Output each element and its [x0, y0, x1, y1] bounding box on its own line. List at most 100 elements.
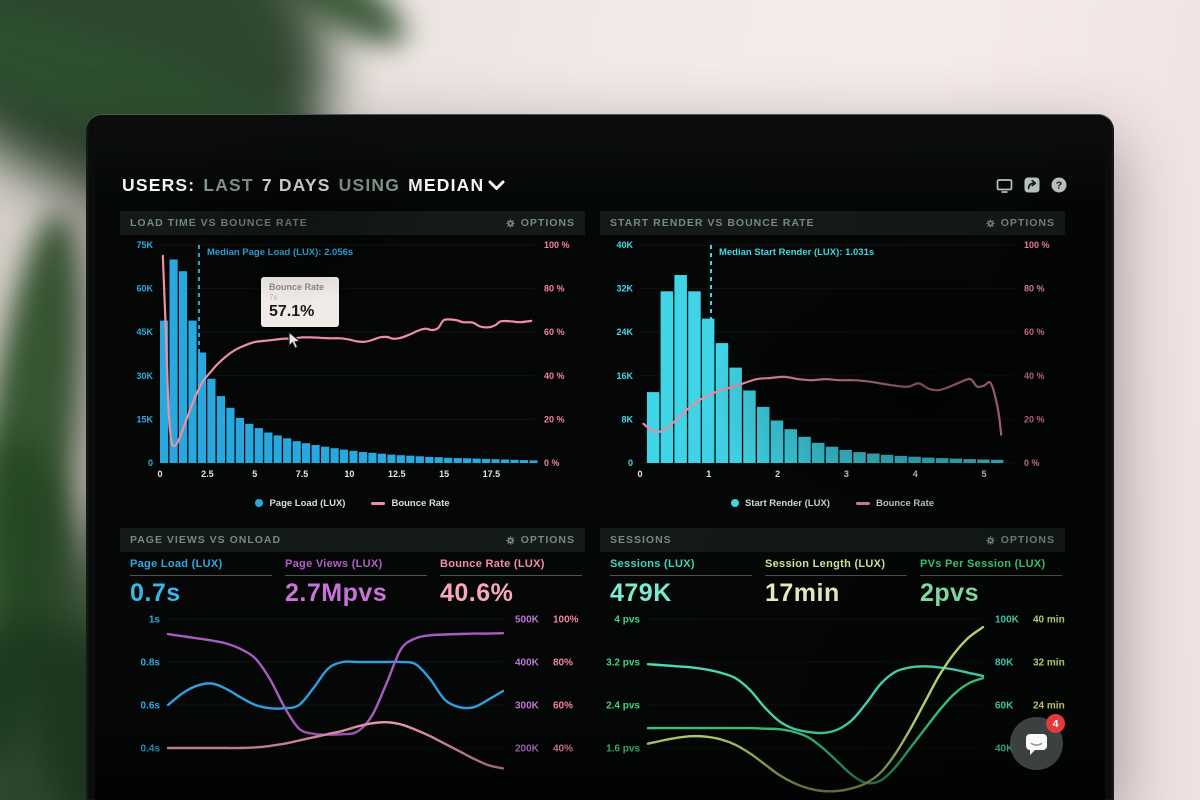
histogram-bar[interactable]	[311, 445, 320, 463]
y2-axis-tick: 100 %	[544, 240, 570, 250]
chevron-down-icon[interactable]	[488, 180, 505, 191]
histogram-bar[interactable]	[977, 459, 990, 464]
y-axis-tick: 40K	[616, 240, 633, 250]
histogram-bar[interactable]	[867, 453, 880, 464]
histogram-bar[interactable]	[894, 455, 908, 463]
histogram-bar[interactable]	[853, 452, 866, 463]
metric-value: 40.6%	[440, 579, 514, 607]
histogram-bar[interactable]	[922, 457, 935, 463]
histogram-bar[interactable]	[235, 417, 244, 463]
histogram-bar[interactable]	[368, 452, 377, 463]
histogram-bar[interactable]	[463, 458, 472, 463]
metric-value: 479K	[610, 579, 672, 607]
options-button[interactable]: OPTIONS	[505, 217, 575, 229]
y2-axis-tick: 100K	[995, 615, 1020, 626]
histogram-bar[interactable]	[770, 420, 784, 464]
histogram-bar[interactable]	[757, 406, 770, 463]
y3-axis-tick: 32 min	[1033, 658, 1065, 669]
histogram-bar[interactable]	[491, 459, 500, 463]
histogram-bar[interactable]	[387, 454, 396, 463]
histogram-bar[interactable]	[729, 367, 742, 463]
histogram-bar[interactable]	[377, 453, 386, 463]
histogram-bar[interactable]	[990, 459, 1004, 463]
histogram-bar[interactable]	[798, 436, 811, 463]
options-button[interactable]: OPTIONS	[505, 534, 575, 546]
histogram-bar[interactable]	[510, 459, 519, 463]
histogram-bar[interactable]	[207, 378, 216, 463]
share-icon[interactable]	[1024, 177, 1040, 193]
options-button[interactable]: OPTIONS	[985, 217, 1055, 229]
histogram-bar[interactable]	[453, 458, 462, 463]
options-button[interactable]: OPTIONS	[985, 534, 1055, 546]
histogram-bar[interactable]	[688, 291, 701, 463]
x-axis-tick: 7.5	[296, 469, 309, 479]
metrics-row: Page Load (LUX) 0.7s Page Views (LUX) 2.7Mp…	[120, 552, 585, 609]
histogram-bar[interactable]	[472, 458, 481, 463]
y-axis-tick: 0	[148, 458, 153, 468]
histogram-bar[interactable]	[330, 448, 339, 463]
median-label: Median Page Load (LUX): 2.056s	[207, 247, 353, 258]
histogram-bar[interactable]	[264, 432, 273, 464]
histogram-bar[interactable]	[935, 458, 949, 463]
histogram-bar[interactable]	[425, 456, 434, 463]
legend-item: Start Render (LUX)	[730, 498, 830, 509]
help-icon[interactable]: ?	[1051, 177, 1067, 193]
histogram-bar[interactable]	[283, 438, 292, 463]
histogram-bar[interactable]	[660, 291, 674, 463]
metric-divider	[285, 575, 427, 576]
histogram-bar[interactable]	[674, 275, 687, 463]
histogram-bar[interactable]	[784, 429, 798, 463]
histogram-bar[interactable]	[245, 423, 254, 463]
histogram-bar[interactable]	[254, 428, 263, 463]
histogram-bar[interactable]	[216, 396, 225, 463]
histogram-bar[interactable]	[358, 452, 368, 463]
histogram-bar[interactable]	[273, 435, 282, 463]
legend-line-icon	[855, 501, 870, 505]
histogram-bar[interactable]	[701, 318, 715, 463]
histogram-bar[interactable]	[226, 407, 235, 463]
metric-session-length-lux-: Session Length (LUX) 17min	[765, 558, 907, 608]
histogram-bar[interactable]	[812, 442, 825, 463]
y-axis-tick: 24K	[616, 327, 633, 337]
intercom-launcher[interactable]: 4	[1010, 714, 1065, 770]
metric-label: PVs Per Session (LUX)	[920, 558, 1046, 570]
chart-canvas: 1s 0.8s 0.6s 0.4s 500K 100% 400K 80% 300K 60% 200K…	[141, 615, 579, 770]
histogram-bar[interactable]	[339, 449, 349, 463]
y2-axis-tick: 300K	[515, 701, 540, 712]
histogram-bar[interactable]	[529, 460, 538, 463]
tooltip-x-value: 7s	[269, 293, 278, 302]
histogram-bar[interactable]	[880, 454, 894, 463]
histogram-bar[interactable]	[292, 441, 301, 463]
histogram-bar[interactable]	[963, 459, 976, 463]
histogram-bar[interactable]	[500, 459, 510, 464]
histogram-bar[interactable]	[825, 446, 839, 463]
histogram-bar[interactable]	[349, 450, 358, 463]
histogram-bar[interactable]	[302, 443, 311, 463]
histogram-bar[interactable]	[519, 460, 528, 463]
histogram-bar[interactable]	[321, 446, 330, 463]
histogram-bar[interactable]	[396, 455, 405, 463]
chart-canvas: Median Start Render (LUX): 1.031s 0 8K 16K 2…	[616, 240, 1049, 479]
y2-axis-tick: 20 %	[1024, 414, 1045, 424]
histogram-bar[interactable]	[949, 458, 963, 463]
dashboard-screen: USERS: LAST 7 DAYS USING MEDIAN ? LOAD	[95, 123, 1105, 800]
histogram-bar[interactable]	[434, 457, 443, 463]
chart-area: Median Page Load (LUX): 2.056s 0 15K 30K 45K…	[120, 235, 585, 490]
page-title: USERS: LAST 7 DAYS USING MEDIAN	[122, 175, 484, 196]
histogram-bar[interactable]	[188, 320, 197, 463]
y-axis-tick: 1s	[149, 615, 161, 626]
series-line-page-views-lux-	[166, 632, 505, 736]
chart-area: 1s 0.8s 0.6s 0.4s 500K 100% 400K 80% 300K 60% 200K…	[120, 609, 585, 800]
histogram-bar[interactable]	[406, 455, 415, 463]
histogram-bar[interactable]	[415, 456, 424, 463]
histogram-bar[interactable]	[908, 456, 921, 463]
histogram-bar[interactable]	[482, 458, 491, 463]
y-axis-tick: 0.4s	[141, 744, 161, 755]
histogram-bar[interactable]	[444, 457, 453, 463]
histogram-bar[interactable]	[839, 449, 853, 463]
histogram-bar[interactable]	[715, 343, 729, 463]
y2-axis-tick: 200K	[515, 744, 540, 755]
display-icon[interactable]	[996, 178, 1013, 193]
histogram-bar[interactable]	[743, 390, 756, 464]
series-line-pvs-per-session-lux-	[646, 676, 985, 785]
